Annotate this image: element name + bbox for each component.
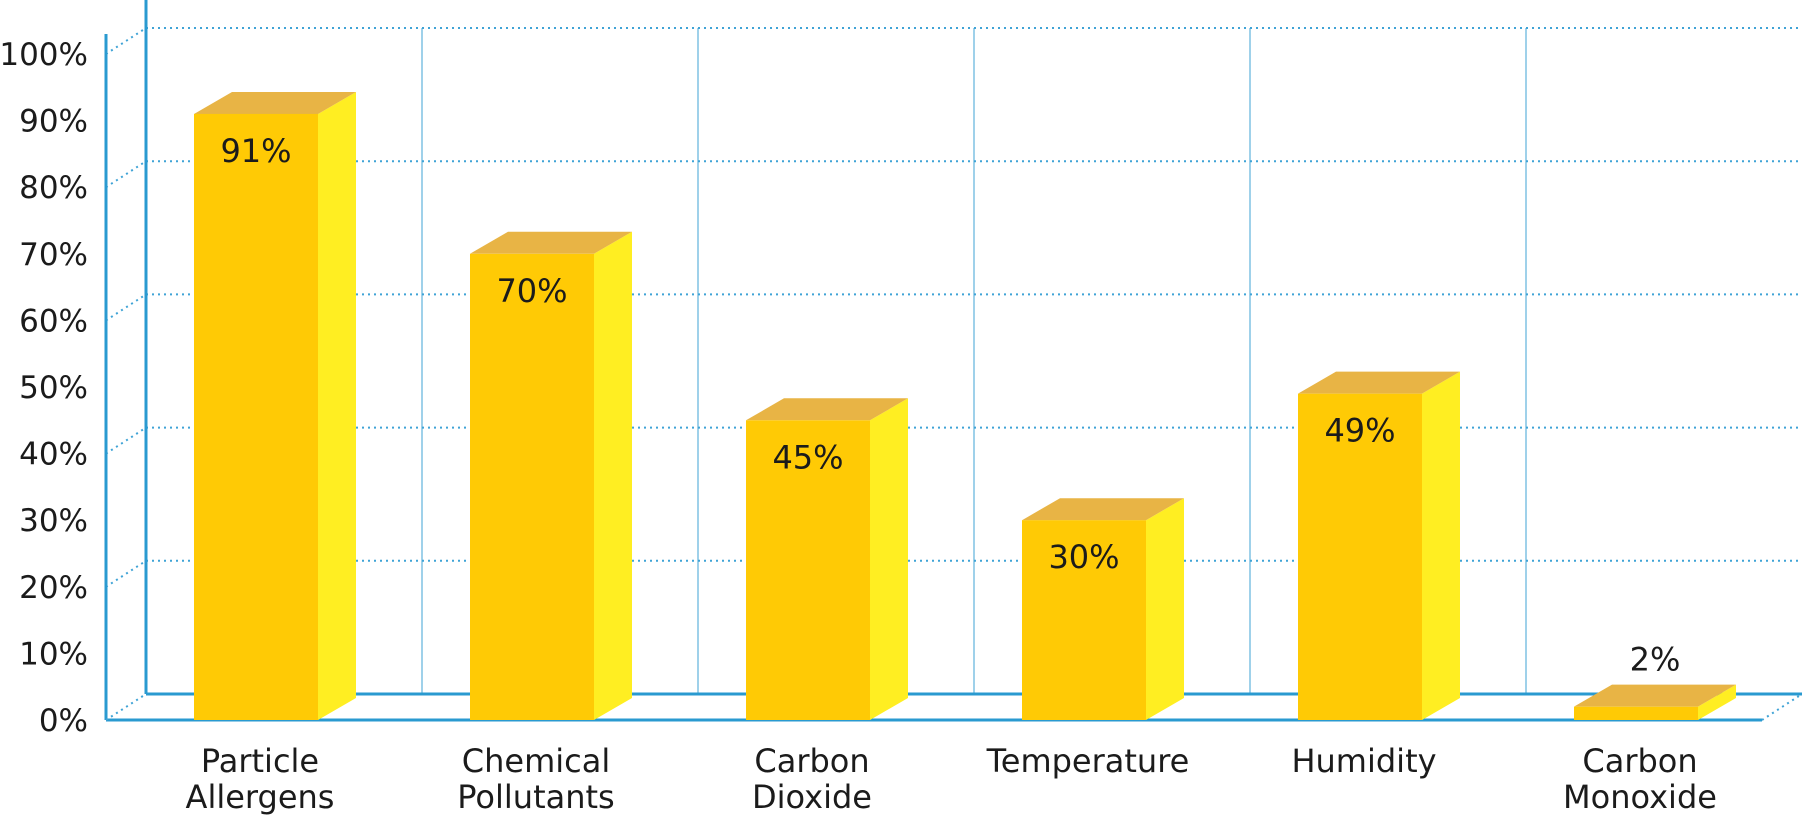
y-tick-label: 80% <box>19 170 88 206</box>
x-tick-label: Carbon Monoxide <box>1563 742 1717 816</box>
bar-front-face <box>1574 706 1698 720</box>
bar <box>1022 498 1184 720</box>
data-label: 45% <box>772 438 843 476</box>
y-tick-label: 10% <box>19 636 88 672</box>
x-tick-label: Carbon Dioxide <box>752 742 872 816</box>
bar-side-face <box>1422 371 1460 720</box>
y-tick-label: 60% <box>19 303 88 339</box>
bar <box>194 91 356 720</box>
bar-side-face <box>318 91 356 720</box>
data-label: 49% <box>1324 412 1395 450</box>
y-tick-label: 0% <box>39 703 88 739</box>
bar-side-face <box>1698 684 1736 720</box>
grid-layer <box>104 0 1802 722</box>
gridline-depth <box>105 293 147 322</box>
x-tick-label: Temperature <box>986 742 1190 780</box>
gridline-depth <box>105 559 147 588</box>
bar-front-face <box>1022 520 1146 720</box>
y-tick-label: 100% <box>0 37 88 73</box>
text-layer: 0% 10% 20% 30% 40% 50% 60% 70% 80% 90% 100% 91% Part… <box>0 37 1717 816</box>
bar-top-face <box>194 91 356 114</box>
data-label: 30% <box>1048 538 1119 576</box>
y-tick-label: 20% <box>19 570 88 606</box>
bar-side-face <box>1146 498 1184 720</box>
gridline-depth <box>105 160 147 189</box>
data-label: 70% <box>496 272 567 310</box>
gridline-depth <box>105 426 147 455</box>
bar-front-face <box>194 113 318 720</box>
x-tick-label: Particle Allergens <box>186 742 335 816</box>
bar-top-face <box>746 398 908 421</box>
bar <box>470 231 632 721</box>
bar-side-face <box>870 398 908 720</box>
floor-depth-right <box>1761 693 1802 721</box>
x-tick-label: Chemical Pollutants <box>457 742 614 816</box>
bar-top-face <box>470 231 632 254</box>
y-tick-label: 50% <box>19 370 88 406</box>
bar-front-face <box>470 253 594 721</box>
y-tick-label: 30% <box>19 503 88 539</box>
gridline-depth <box>105 27 147 55</box>
bar-front-face <box>1298 393 1422 720</box>
y-tick-label: 90% <box>19 104 88 140</box>
bar-top-face <box>1298 371 1460 394</box>
bar-front-face <box>746 420 870 720</box>
bar-side-face <box>594 231 632 721</box>
bar-top-face <box>1022 498 1184 521</box>
y-tick-label: 70% <box>19 237 88 273</box>
floor-depth-left <box>105 693 147 721</box>
data-label: 91% <box>220 132 291 170</box>
y-tick-label: 40% <box>19 437 88 473</box>
bar <box>746 398 908 720</box>
bar-top-face <box>1574 684 1736 707</box>
bar <box>1574 684 1736 720</box>
x-tick-label: Humidity <box>1291 742 1436 780</box>
bars-layer <box>194 91 1736 721</box>
data-label: 2% <box>1630 641 1681 679</box>
bar <box>1298 371 1460 720</box>
